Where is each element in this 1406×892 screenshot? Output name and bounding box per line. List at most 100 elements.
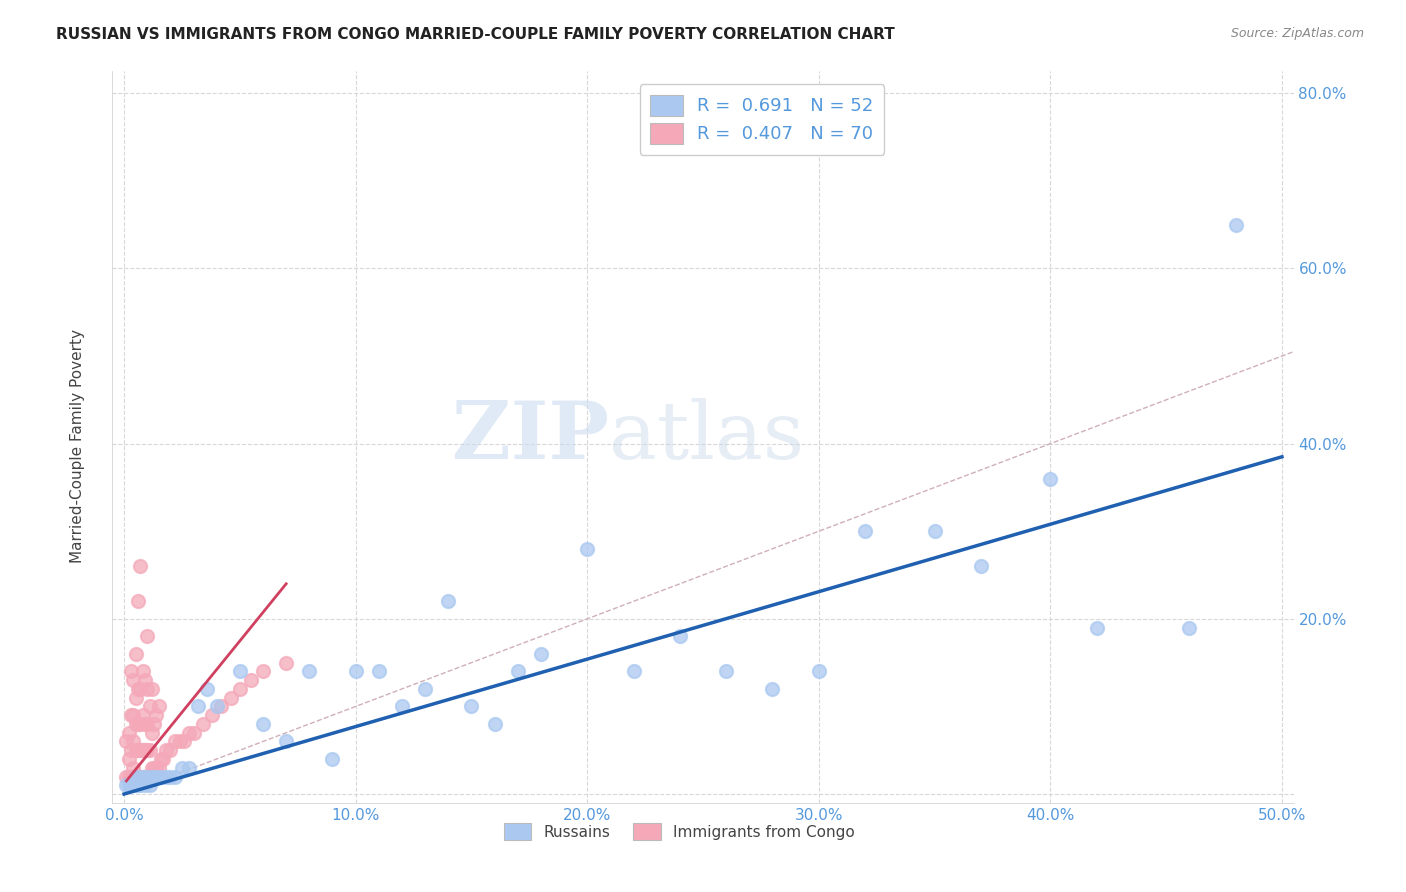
Point: [134, 778, 156, 792]
Text: atlas: atlas: [609, 398, 804, 476]
Point: [136, 770, 159, 784]
Point: [219, 690, 242, 705]
Text: Source: ZipAtlas.com: Source: ZipAtlas.com: [1230, 27, 1364, 40]
Point: [229, 665, 252, 679]
Point: [163, 770, 186, 784]
Point: [118, 752, 141, 766]
Point: [163, 734, 186, 748]
Point: [127, 778, 149, 792]
Point: [298, 665, 321, 679]
Point: [118, 778, 141, 792]
Point: [129, 778, 152, 792]
Point: [169, 734, 191, 748]
Point: [148, 699, 170, 714]
Point: [136, 743, 159, 757]
Point: [150, 752, 173, 766]
Point: [138, 770, 160, 784]
Point: [129, 770, 152, 784]
Point: [129, 681, 152, 696]
Point: [321, 752, 343, 766]
Point: [276, 656, 298, 670]
Point: [714, 665, 737, 679]
Point: [115, 770, 138, 784]
Point: [209, 699, 232, 714]
Point: [155, 770, 177, 784]
Point: [460, 699, 482, 714]
Point: [145, 761, 167, 775]
Point: [134, 717, 156, 731]
Point: [127, 717, 149, 731]
Point: [197, 681, 219, 696]
Point: [413, 681, 436, 696]
Point: [131, 708, 153, 723]
Point: [136, 717, 159, 731]
Point: [240, 673, 263, 688]
Point: [124, 690, 146, 705]
Point: [138, 743, 160, 757]
Point: [122, 673, 145, 688]
Legend: Russains, Immigrants from Congo: Russains, Immigrants from Congo: [498, 816, 860, 847]
Point: [124, 770, 146, 784]
Point: [152, 752, 174, 766]
Point: [1039, 472, 1062, 486]
Point: [924, 524, 946, 539]
Point: [138, 778, 160, 792]
Point: [1178, 621, 1201, 635]
Point: [134, 673, 156, 688]
Point: [141, 681, 163, 696]
Point: [127, 770, 149, 784]
Point: [136, 681, 159, 696]
Point: [115, 778, 138, 792]
Point: [127, 681, 149, 696]
Point: [1085, 621, 1108, 635]
Point: [124, 743, 146, 757]
Point: [1225, 218, 1247, 232]
Point: [145, 770, 167, 784]
Point: [134, 770, 156, 784]
Point: [141, 761, 163, 775]
Point: [127, 770, 149, 784]
Point: [344, 665, 367, 679]
Point: [124, 770, 146, 784]
Point: [530, 647, 553, 661]
Point: [170, 761, 193, 775]
Point: [807, 665, 830, 679]
Point: [148, 761, 170, 775]
Point: [141, 725, 163, 739]
Point: [367, 665, 389, 679]
Point: [129, 743, 152, 757]
Point: [136, 629, 159, 643]
Point: [183, 725, 205, 739]
Point: [118, 770, 141, 784]
Point: [177, 725, 200, 739]
Text: Married-Couple Family Poverty: Married-Couple Family Poverty: [70, 329, 84, 563]
Point: [159, 770, 181, 784]
Point: [187, 699, 209, 714]
Point: [761, 681, 783, 696]
Point: [177, 761, 200, 775]
Point: [159, 743, 181, 757]
Point: [205, 699, 228, 714]
Point: [252, 717, 274, 731]
Point: [136, 770, 159, 784]
Point: [120, 665, 142, 679]
Point: [122, 778, 145, 792]
Point: [484, 717, 506, 731]
Point: [145, 708, 167, 723]
Point: [506, 665, 529, 679]
Point: [173, 734, 195, 748]
Point: [437, 594, 460, 608]
Point: [143, 770, 166, 784]
Point: [120, 778, 142, 792]
Point: [131, 770, 153, 784]
Point: [129, 559, 152, 574]
Point: [120, 743, 142, 757]
Point: [120, 770, 142, 784]
Point: [853, 524, 876, 539]
Point: [118, 725, 141, 739]
Point: [134, 743, 156, 757]
Point: [669, 629, 692, 643]
Point: [143, 717, 166, 731]
Point: [122, 708, 145, 723]
Point: [131, 665, 153, 679]
